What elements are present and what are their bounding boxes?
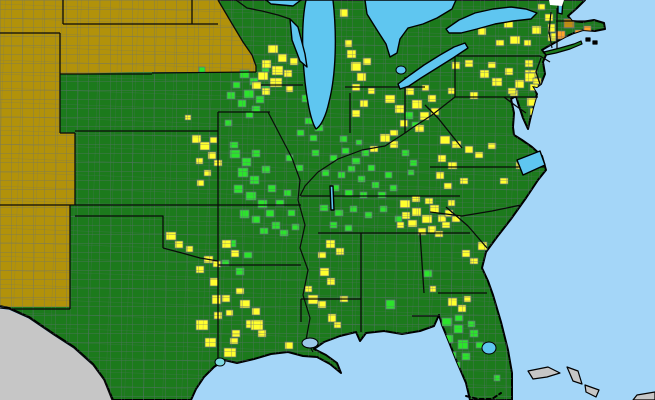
green-bay	[289, 18, 308, 68]
long-island	[543, 40, 583, 56]
rio-grande	[0, 307, 113, 400]
lake-ontario	[445, 6, 538, 34]
state-border-ok-tx-panhandle	[75, 215, 164, 248]
lake-okeechobee	[481, 341, 497, 355]
florida-keys	[465, 392, 502, 400]
state-borders-layer	[0, 0, 592, 358]
lake-superior-edge	[265, 0, 302, 7]
marthas-vineyard-dot	[592, 40, 598, 45]
eleuthera-island	[584, 384, 600, 398]
rivers-layer	[0, 11, 553, 400]
mississippi-river	[267, 111, 314, 353]
lake-pontchartrain	[301, 337, 319, 349]
mexico-region	[0, 309, 112, 400]
state-border-al-ga	[419, 232, 425, 294]
pamlico-sound	[516, 150, 546, 176]
state-border-va-wv	[424, 104, 463, 149]
state-border-mn-ia	[151, 71, 257, 74]
state-border-red-river	[162, 247, 219, 262]
nantucket-dot	[585, 37, 591, 42]
state-border-ny-nj	[539, 55, 551, 63]
grand-bahama	[527, 366, 561, 380]
lakes-layer	[214, 0, 564, 367]
islands-layer	[465, 37, 655, 400]
lake-erie	[397, 42, 469, 90]
state-border-sc-ga	[445, 206, 488, 249]
state-border-mn-wi-river	[217, 0, 257, 72]
lake-huron	[364, 0, 457, 58]
abaco-island	[566, 366, 583, 385]
andros-island	[632, 391, 655, 400]
no-data-region	[549, 0, 564, 6]
lake-st-clair	[395, 65, 407, 75]
state-border-nj-de-river	[535, 57, 542, 85]
state-border-mi-wi-up	[235, 0, 291, 20]
galveston-bay	[214, 357, 226, 367]
state-border-nc-sc	[429, 204, 522, 217]
state-border-md-va-potomac	[503, 96, 527, 114]
ohio-river	[299, 96, 456, 197]
kentucky-lake	[329, 185, 335, 211]
hudson-river	[548, 11, 553, 49]
